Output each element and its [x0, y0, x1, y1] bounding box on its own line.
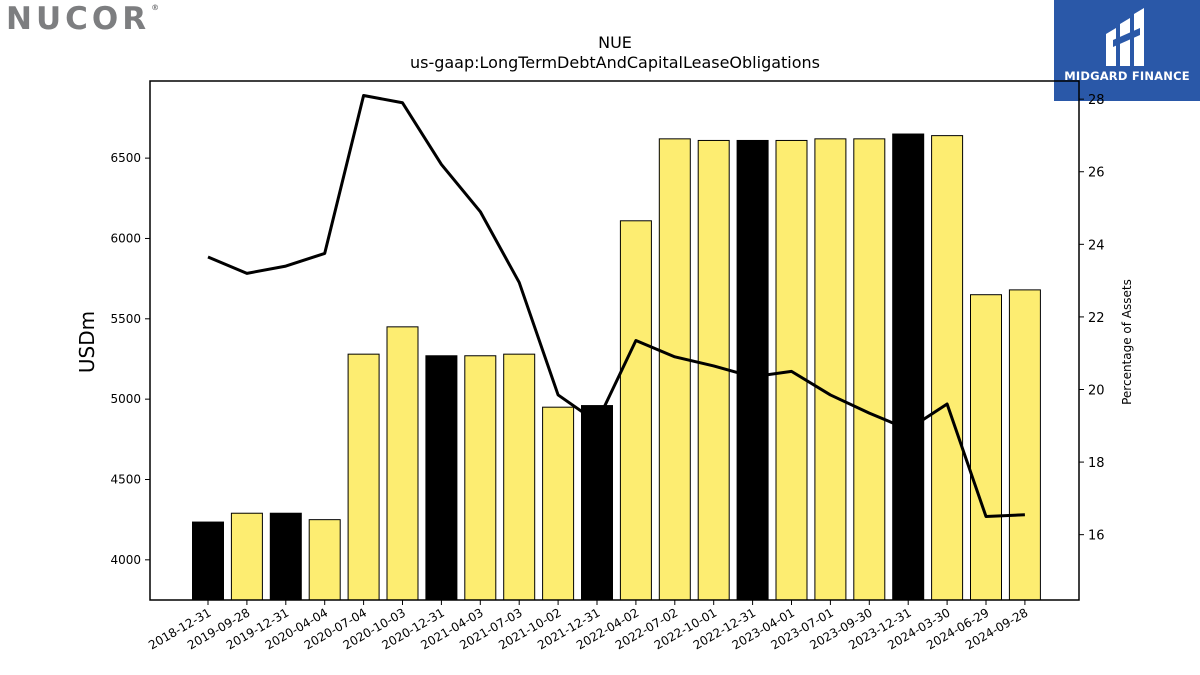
chart-title: NUE	[598, 33, 632, 52]
y2-tick-label: 16	[1088, 529, 1105, 544]
bar-2019-12-31	[269, 512, 302, 601]
plot-frame	[149, 80, 1080, 601]
bar-2021-04-03	[464, 355, 497, 601]
y-axis-label: USDm	[75, 311, 99, 373]
bar-2023-09-30	[853, 138, 886, 601]
bar-series	[192, 133, 1041, 601]
left-axis: 4000 4500 5000 5500 6000 6500	[110, 151, 150, 567]
x-axis: 2018-12-312019-09-282019-12-312020-04-04…	[146, 600, 1030, 652]
right-axis: 16 18 20 22 24 26 28	[1079, 93, 1105, 544]
y2-tick-label: 20	[1088, 383, 1105, 398]
y-tick-label: 5500	[110, 312, 141, 326]
bar-2021-07-03	[503, 353, 536, 601]
nucor-logo: NUCOR®	[6, 1, 160, 37]
bar-2021-12-31	[581, 405, 613, 601]
bar-2024-03-30	[931, 135, 964, 601]
y2-tick-label: 26	[1088, 166, 1105, 181]
bar-2022-12-31	[736, 139, 769, 601]
midgard-finance-wordmark: MIDGARD FINANCE	[1064, 69, 1190, 83]
y2-axis-label: Percentage of Assets	[1120, 279, 1134, 405]
line-series	[207, 94, 1025, 519]
bar-2020-04-04	[308, 519, 341, 601]
bar-2021-10-02	[542, 406, 575, 601]
y2-tick-label: 28	[1088, 93, 1105, 108]
bar-2018-12-31	[192, 521, 224, 601]
bar-2024-06-29	[970, 294, 1002, 601]
bar-2022-04-02	[619, 220, 652, 601]
midgard-pillars-icon	[1106, 8, 1144, 66]
bar-2024-09-28	[1008, 289, 1041, 601]
bar-2019-09-28	[230, 512, 263, 601]
chart-subtitle: us-gaap:LongTermDebtAndCapitalLeaseOblig…	[410, 53, 820, 72]
y-tick-label: 4500	[110, 472, 141, 486]
asset-percentage-line	[207, 94, 1025, 519]
y2-tick-label: 22	[1088, 311, 1105, 326]
bar-2023-12-31	[892, 133, 925, 601]
y-tick-label: 4000	[110, 553, 141, 567]
y-tick-label: 6500	[110, 151, 141, 165]
y-tick-label: 6000	[110, 231, 141, 245]
bar-2022-07-02	[658, 138, 691, 601]
y2-tick-label: 24	[1088, 238, 1105, 253]
bar-2020-10-03	[386, 326, 419, 601]
y2-tick-label: 18	[1088, 456, 1105, 471]
bar-2020-12-31	[425, 355, 458, 601]
bar-2020-07-04	[347, 353, 380, 601]
y-tick-label: 5000	[110, 392, 141, 406]
bar-2023-07-01	[814, 138, 847, 601]
